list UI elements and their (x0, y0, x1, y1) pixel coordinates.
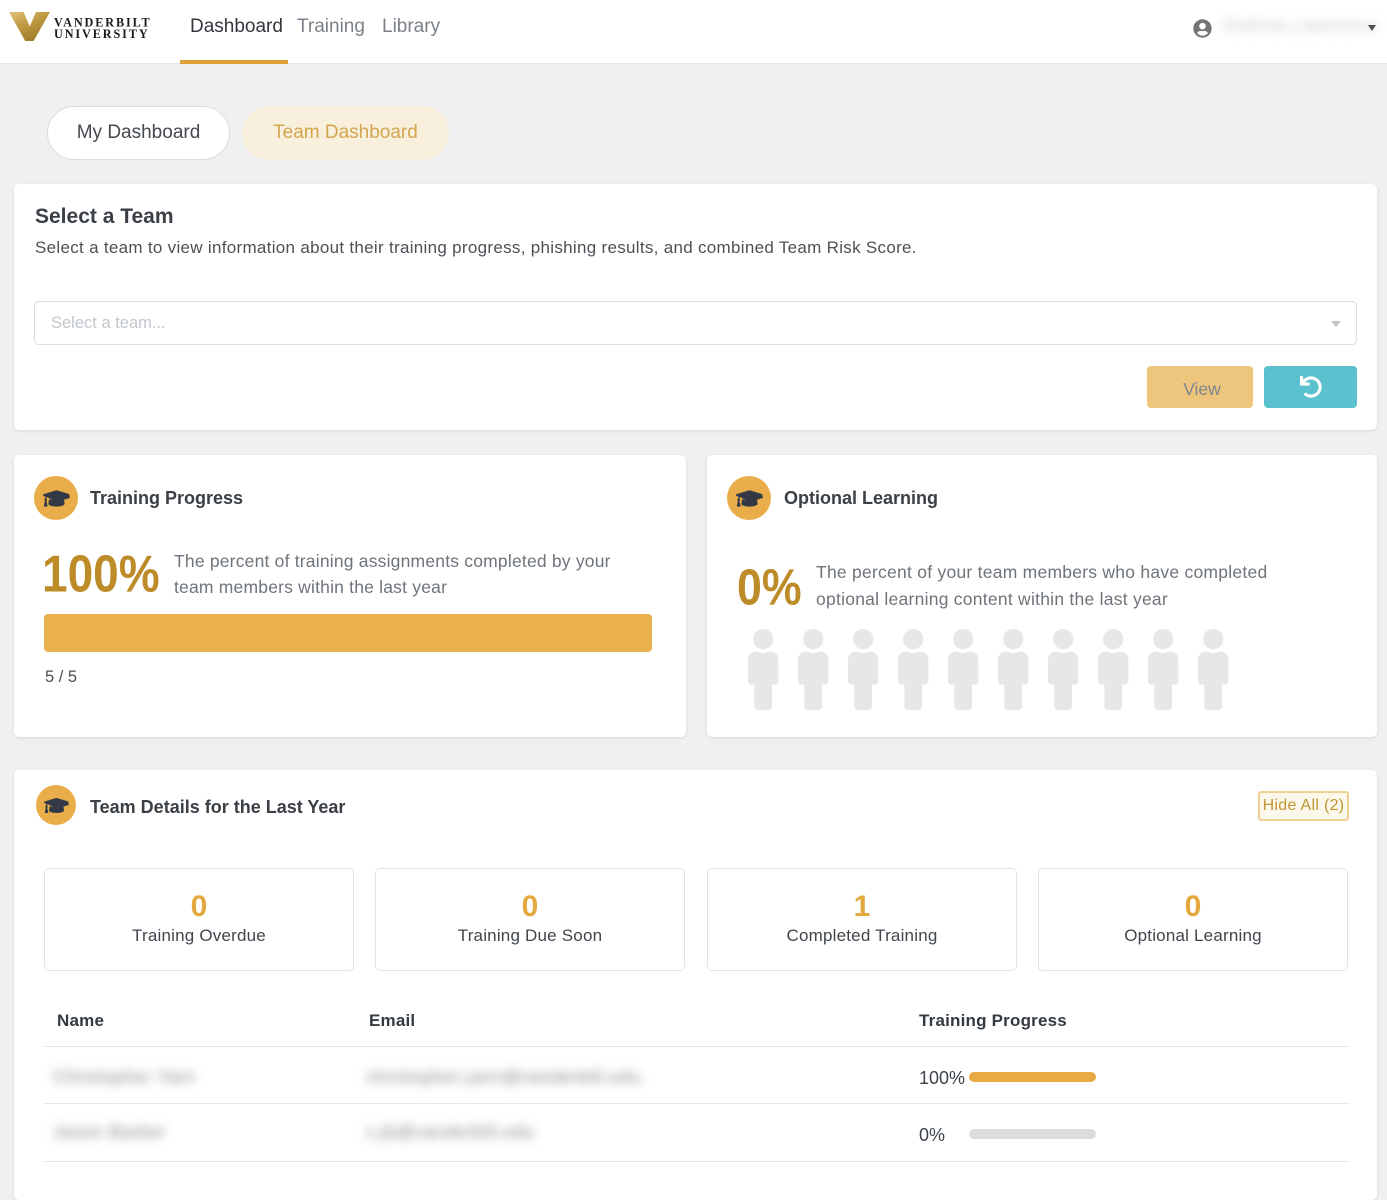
svg-text:UNIVERSITY: UNIVERSITY (54, 27, 150, 41)
svg-text:VANDERBILT: VANDERBILT (54, 16, 152, 30)
